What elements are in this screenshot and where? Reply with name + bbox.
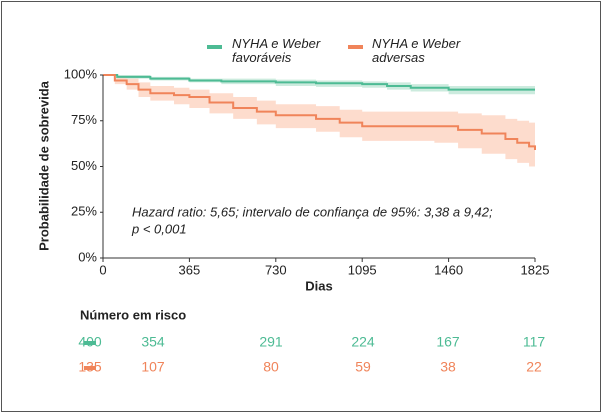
y-tick-label: 100% (64, 66, 98, 81)
y-tick-label: 25% (71, 204, 97, 219)
annotation: p < 0,001 (131, 221, 187, 236)
legend-label: NYHA e Weber favoráveis (232, 36, 321, 65)
y-axis-label: Probabilidade de sobrevida (36, 80, 51, 251)
risk-count: 80 (263, 359, 279, 375)
risk-count: 400 (78, 334, 102, 350)
y-tick-label: 50% (71, 158, 97, 173)
risk-count: 107 (141, 359, 165, 375)
x-tick-label: 365 (179, 262, 201, 277)
risk-count: 354 (141, 334, 165, 350)
x-tick-label: 1460 (434, 262, 463, 277)
survival-line (103, 74, 535, 91)
legend-label: NYHA e Weber adversas (372, 36, 461, 65)
risk-count: 224 (351, 334, 375, 350)
risk-count: 135 (78, 359, 102, 375)
annotation: Hazard ratio: 5,65; intervalo de confian… (132, 204, 493, 219)
risk-title: Número em risco (80, 307, 186, 322)
y-tick-label: 0% (78, 249, 97, 264)
x-tick-label: 1825 (521, 262, 550, 277)
confidence-band (103, 75, 535, 171)
x-axis-label: Dias (305, 278, 332, 293)
y-tick-label: 75% (71, 112, 97, 127)
risk-count: 291 (259, 334, 283, 350)
risk-count: 59 (355, 359, 371, 375)
survival-line (103, 74, 536, 151)
risk-count: 38 (440, 359, 456, 375)
risk-count: 167 (436, 334, 460, 350)
risk-count: 22 (526, 359, 542, 375)
x-tick-label: 1095 (348, 262, 377, 277)
x-tick-label: 730 (265, 262, 287, 277)
risk-count: 117 (523, 334, 546, 350)
x-tick-label: 0 (99, 262, 106, 277)
